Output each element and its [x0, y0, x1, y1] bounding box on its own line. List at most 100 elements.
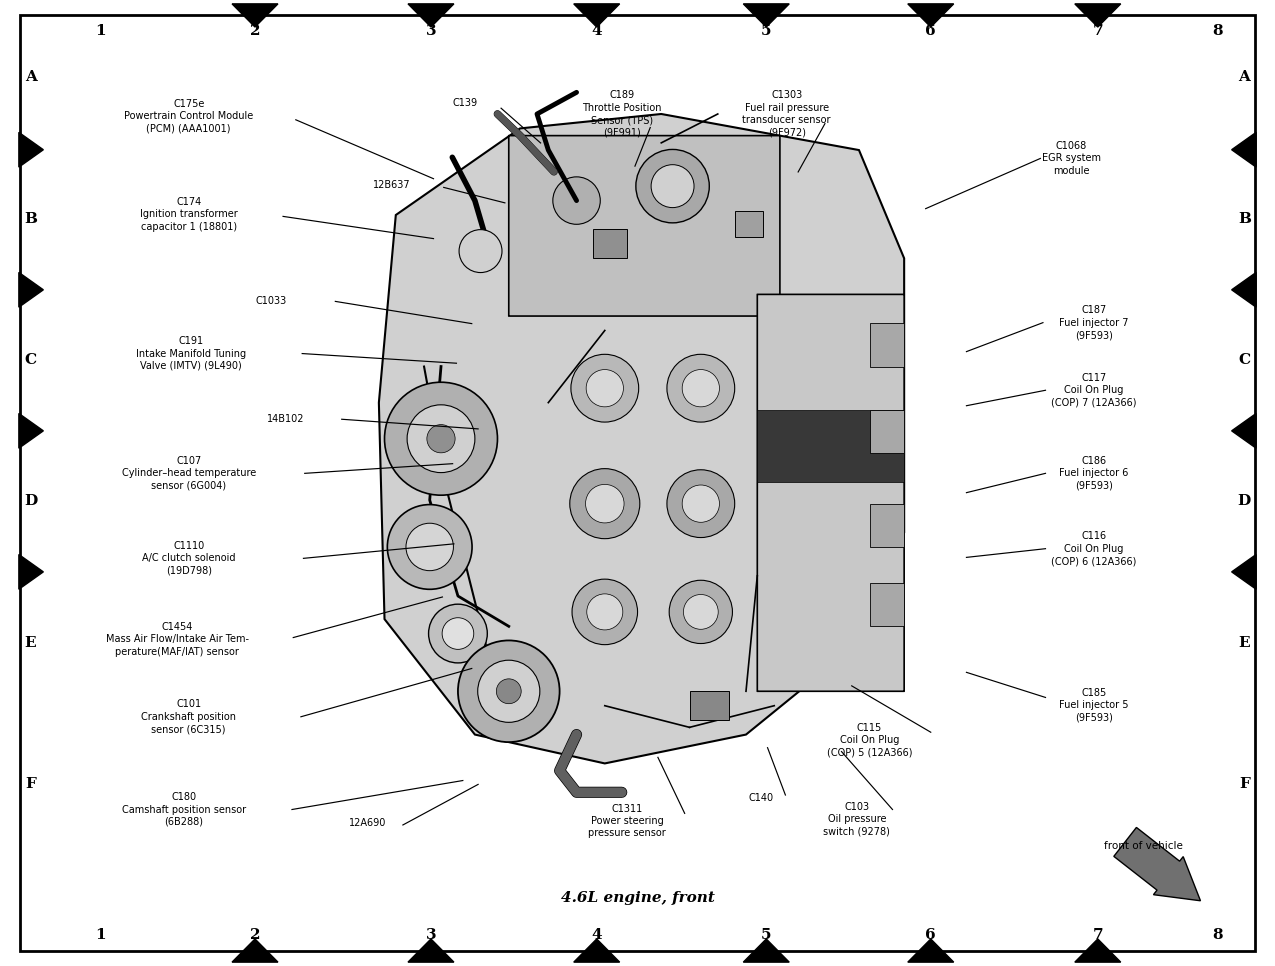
Text: D: D: [1238, 495, 1251, 508]
Circle shape: [682, 370, 719, 407]
Circle shape: [496, 679, 521, 703]
Circle shape: [586, 594, 622, 630]
Text: C1033: C1033: [256, 297, 287, 306]
Text: B: B: [1238, 213, 1251, 226]
Circle shape: [682, 485, 719, 523]
Text: C103
Oil pressure
switch (9278): C103 Oil pressure switch (9278): [824, 802, 890, 837]
Text: C115
Coil On Plug
(COP) 5 (12A366): C115 Coil On Plug (COP) 5 (12A366): [826, 723, 913, 757]
Text: 3: 3: [426, 928, 436, 942]
Bar: [871, 583, 904, 626]
Bar: [871, 324, 904, 366]
Circle shape: [459, 230, 502, 272]
Polygon shape: [743, 939, 789, 962]
Text: C116
Coil On Plug
(COP) 6 (12A366): C116 Coil On Plug (COP) 6 (12A366): [1052, 531, 1136, 566]
Text: C1110
A/C clutch solenoid
(19D798): C1110 A/C clutch solenoid (19D798): [142, 541, 236, 576]
Text: B: B: [24, 213, 37, 226]
Text: C1454
Mass Air Flow/Intake Air Tem-
perature(MAF/IAT) sensor: C1454 Mass Air Flow/Intake Air Tem- pera…: [106, 622, 249, 657]
Circle shape: [427, 425, 455, 453]
Text: C139: C139: [453, 99, 478, 108]
Bar: [871, 410, 904, 453]
Text: C186
Fuel injector 6
(9F593): C186 Fuel injector 6 (9F593): [1060, 456, 1128, 491]
Text: A: A: [1238, 71, 1251, 84]
Text: 4: 4: [592, 928, 602, 942]
Polygon shape: [1232, 554, 1256, 589]
Polygon shape: [1232, 413, 1256, 448]
Circle shape: [407, 405, 474, 472]
Text: 4.6L engine, front: 4.6L engine, front: [561, 892, 714, 905]
Text: C: C: [1238, 354, 1251, 367]
Text: 6: 6: [926, 928, 936, 942]
Polygon shape: [908, 4, 954, 27]
Circle shape: [683, 594, 718, 629]
Circle shape: [385, 383, 497, 496]
Polygon shape: [1075, 4, 1121, 27]
Text: 8: 8: [1213, 24, 1223, 38]
Text: front of vehicle: front of vehicle: [1104, 841, 1183, 851]
Circle shape: [553, 177, 601, 224]
Polygon shape: [232, 4, 278, 27]
Circle shape: [586, 370, 623, 407]
Bar: [734, 212, 762, 237]
Text: C1303
Fuel rail pressure
transducer sensor
(9F972): C1303 Fuel rail pressure transducer sens…: [742, 91, 831, 137]
Polygon shape: [574, 4, 620, 27]
Circle shape: [442, 617, 474, 649]
Text: 2: 2: [250, 928, 260, 942]
Polygon shape: [232, 939, 278, 962]
Circle shape: [478, 660, 539, 723]
Polygon shape: [19, 272, 43, 307]
Polygon shape: [1075, 939, 1121, 962]
Circle shape: [636, 150, 709, 223]
Polygon shape: [574, 939, 620, 962]
Text: 12B637: 12B637: [372, 181, 411, 190]
Circle shape: [572, 580, 638, 644]
Text: D: D: [24, 495, 37, 508]
Polygon shape: [19, 132, 43, 167]
Polygon shape: [1114, 828, 1201, 900]
Text: 6: 6: [926, 24, 936, 38]
Text: E: E: [1238, 637, 1251, 650]
Text: 7: 7: [1093, 928, 1103, 942]
Circle shape: [571, 355, 639, 422]
Text: 5: 5: [761, 24, 771, 38]
Text: C175e
Powertrain Control Module
(PCM) (AAA1001): C175e Powertrain Control Module (PCM) (A…: [124, 99, 254, 133]
Text: C1311
Power steering
pressure sensor: C1311 Power steering pressure sensor: [589, 804, 666, 838]
Polygon shape: [408, 4, 454, 27]
Polygon shape: [1232, 132, 1256, 167]
Text: C140: C140: [748, 793, 774, 803]
Text: 5: 5: [761, 928, 771, 942]
Text: C107
Cylinder–head temperature
sensor (6G004): C107 Cylinder–head temperature sensor (6…: [121, 456, 256, 491]
Circle shape: [388, 504, 472, 589]
Text: C1068
EGR system
module: C1068 EGR system module: [1042, 141, 1100, 176]
Polygon shape: [19, 413, 43, 448]
Circle shape: [458, 640, 560, 742]
Circle shape: [667, 355, 734, 422]
Circle shape: [669, 581, 732, 643]
FancyBboxPatch shape: [757, 295, 904, 692]
Text: C180
Camshaft position sensor
(6B288): C180 Camshaft position sensor (6B288): [121, 792, 246, 827]
Text: C191
Intake Manifold Tuning
Valve (IMTV) (9L490): C191 Intake Manifold Tuning Valve (IMTV)…: [136, 336, 246, 371]
Text: 14B102: 14B102: [266, 414, 305, 424]
Polygon shape: [743, 4, 789, 27]
Bar: [871, 503, 904, 547]
Text: 7: 7: [1093, 24, 1103, 38]
Bar: [690, 692, 729, 720]
Text: C174
Ignition transformer
capacitor 1 (18801): C174 Ignition transformer capacitor 1 (1…: [140, 197, 237, 232]
Polygon shape: [908, 939, 954, 962]
Text: C117
Coil On Plug
(COP) 7 (12A366): C117 Coil On Plug (COP) 7 (12A366): [1051, 373, 1137, 408]
Circle shape: [585, 484, 623, 523]
Text: 1: 1: [96, 928, 106, 942]
Circle shape: [570, 469, 640, 539]
Bar: [757, 410, 904, 482]
Circle shape: [652, 164, 694, 208]
Polygon shape: [379, 114, 904, 763]
Text: C101
Crankshaft position
sensor (6C315): C101 Crankshaft position sensor (6C315): [142, 699, 236, 734]
Text: E: E: [24, 637, 37, 650]
Text: C185
Fuel injector 5
(9F593): C185 Fuel injector 5 (9F593): [1060, 688, 1128, 723]
Text: A: A: [24, 71, 37, 84]
Text: 1: 1: [96, 24, 106, 38]
Text: F: F: [26, 778, 36, 791]
FancyBboxPatch shape: [509, 135, 780, 316]
Text: 4: 4: [592, 24, 602, 38]
Text: F: F: [1239, 778, 1250, 791]
Polygon shape: [19, 554, 43, 589]
